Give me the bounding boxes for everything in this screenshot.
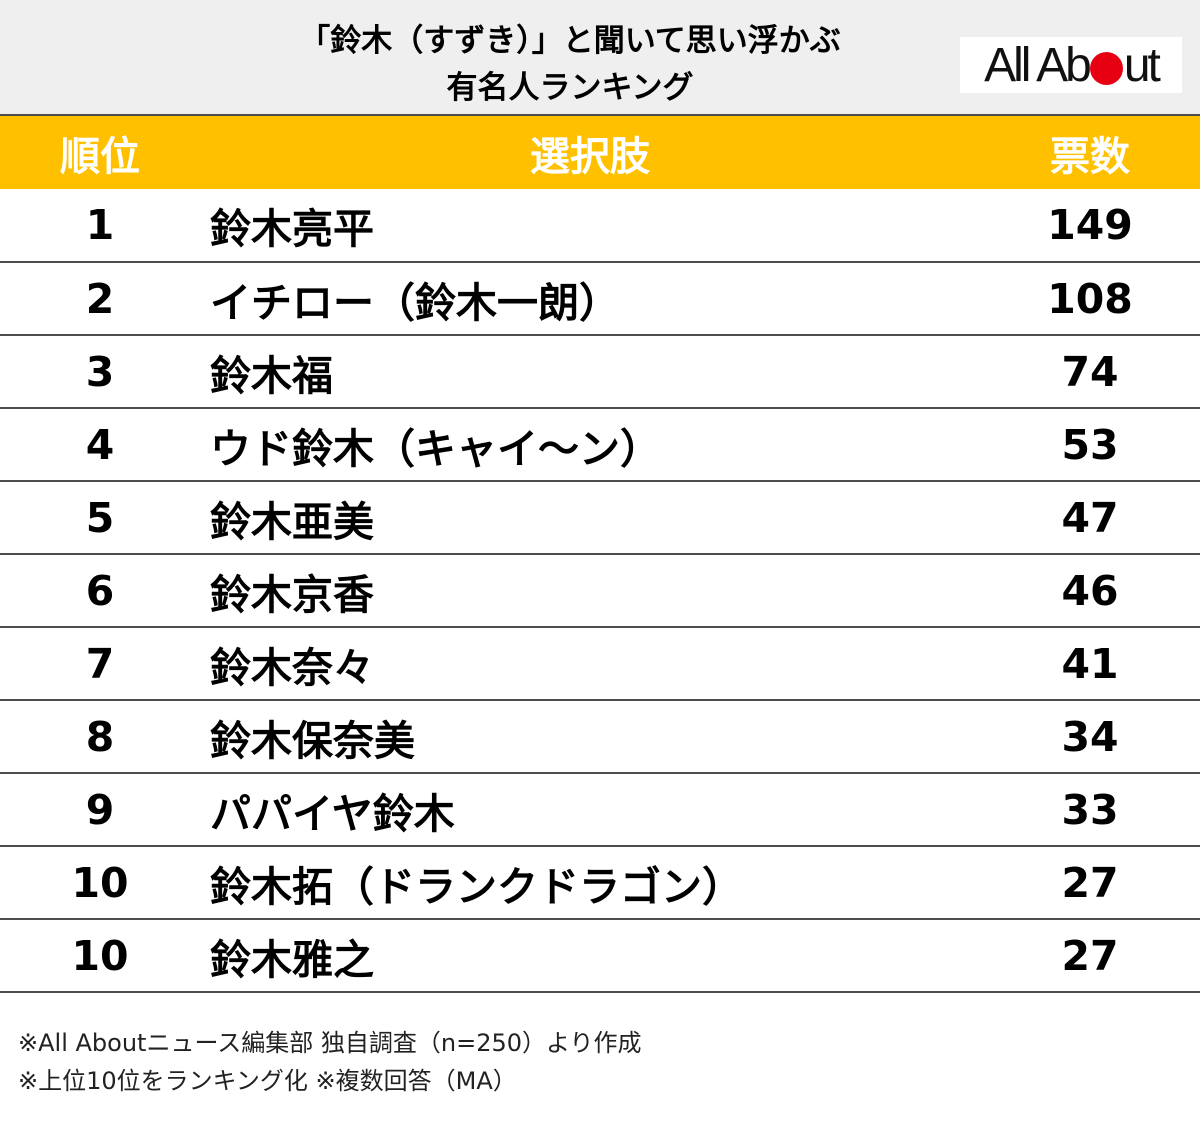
title-line-2: 有名人ランキング bbox=[446, 70, 694, 106]
table-row: 1 鈴木亮平 149 bbox=[0, 189, 1200, 263]
footnotes: ※All Aboutニュース編集部 独自調査（n=250）より作成 ※上位10位… bbox=[18, 1024, 642, 1100]
chart-header: 「鈴木（すずき）」と聞いて思い浮かぶ 有名人ランキング All Ab ut bbox=[0, 0, 1200, 116]
title-line-1: 「鈴木（すずき）」と聞いて思い浮かぶ bbox=[299, 23, 841, 59]
votes-cell: 27 bbox=[980, 919, 1200, 993]
rank-cell: 2 bbox=[0, 262, 200, 336]
table-header-row: 順位 選択肢 票数 bbox=[0, 116, 1200, 189]
table-row: 10 鈴木雅之 27 bbox=[0, 919, 1200, 993]
votes-cell: 149 bbox=[980, 189, 1200, 263]
rank-cell: 1 bbox=[0, 189, 200, 263]
all-about-logo: All Ab ut bbox=[960, 37, 1182, 93]
choice-cell: 鈴木奈々 bbox=[200, 627, 980, 701]
rank-cell: 4 bbox=[0, 408, 200, 482]
votes-cell: 41 bbox=[980, 627, 1200, 701]
rank-cell: 3 bbox=[0, 335, 200, 409]
logo-text-left: All Ab bbox=[984, 38, 1092, 92]
rank-cell: 5 bbox=[0, 481, 200, 555]
table-row: 7 鈴木奈々 41 bbox=[0, 627, 1200, 701]
ranking-table: 順位 選択肢 票数 1 鈴木亮平 149 2 イチロー（鈴木一朗） 108 3 鈴木福 74 4 ウ… bbox=[0, 116, 1200, 993]
rank-cell: 10 bbox=[0, 846, 200, 920]
votes-cell: 34 bbox=[980, 700, 1200, 774]
votes-cell: 27 bbox=[980, 846, 1200, 920]
table-row: 9 パパイヤ鈴木 33 bbox=[0, 773, 1200, 847]
rank-cell: 8 bbox=[0, 700, 200, 774]
table-row: 8 鈴木保奈美 34 bbox=[0, 700, 1200, 774]
footnote-1: ※All Aboutニュース編集部 独自調査（n=250）より作成 bbox=[18, 1029, 642, 1057]
table-row: 6 鈴木京香 46 bbox=[0, 554, 1200, 628]
votes-cell: 108 bbox=[980, 262, 1200, 336]
votes-cell: 53 bbox=[980, 408, 1200, 482]
table-row: 5 鈴木亜美 47 bbox=[0, 481, 1200, 555]
votes-cell: 33 bbox=[980, 773, 1200, 847]
logo-red-dot-icon bbox=[1089, 51, 1123, 85]
votes-cell: 47 bbox=[980, 481, 1200, 555]
choice-cell: パパイヤ鈴木 bbox=[200, 773, 980, 847]
header-rank: 順位 bbox=[0, 116, 200, 189]
choice-cell: 鈴木京香 bbox=[200, 554, 980, 628]
votes-cell: 74 bbox=[980, 335, 1200, 409]
votes-cell: 46 bbox=[980, 554, 1200, 628]
table-row: 2 イチロー（鈴木一朗） 108 bbox=[0, 262, 1200, 336]
header-votes: 票数 bbox=[980, 116, 1200, 189]
chart-title: 「鈴木（すずき）」と聞いて思い浮かぶ 有名人ランキング bbox=[200, 18, 940, 112]
table-body: 1 鈴木亮平 149 2 イチロー（鈴木一朗） 108 3 鈴木福 74 4 ウド鈴木（キャイ～ン）… bbox=[0, 189, 1200, 993]
footnote-2: ※上位10位をランキング化 ※複数回答（MA） bbox=[18, 1067, 517, 1095]
choice-cell: 鈴木亜美 bbox=[200, 481, 980, 555]
rank-cell: 10 bbox=[0, 919, 200, 993]
table-row: 10 鈴木拓（ドランクドラゴン） 27 bbox=[0, 846, 1200, 920]
choice-cell: 鈴木拓（ドランクドラゴン） bbox=[200, 846, 980, 920]
rank-cell: 7 bbox=[0, 627, 200, 701]
logo-text-right: ut bbox=[1123, 38, 1161, 92]
choice-cell: 鈴木雅之 bbox=[200, 919, 980, 993]
table-row: 4 ウド鈴木（キャイ～ン） 53 bbox=[0, 408, 1200, 482]
choice-cell: ウド鈴木（キャイ～ン） bbox=[200, 408, 980, 482]
table-row: 3 鈴木福 74 bbox=[0, 335, 1200, 409]
rank-cell: 6 bbox=[0, 554, 200, 628]
choice-cell: 鈴木福 bbox=[200, 335, 980, 409]
rank-cell: 9 bbox=[0, 773, 200, 847]
header-choice: 選択肢 bbox=[200, 116, 980, 189]
choice-cell: 鈴木亮平 bbox=[200, 189, 980, 263]
choice-cell: イチロー（鈴木一朗） bbox=[200, 262, 980, 336]
choice-cell: 鈴木保奈美 bbox=[200, 700, 980, 774]
